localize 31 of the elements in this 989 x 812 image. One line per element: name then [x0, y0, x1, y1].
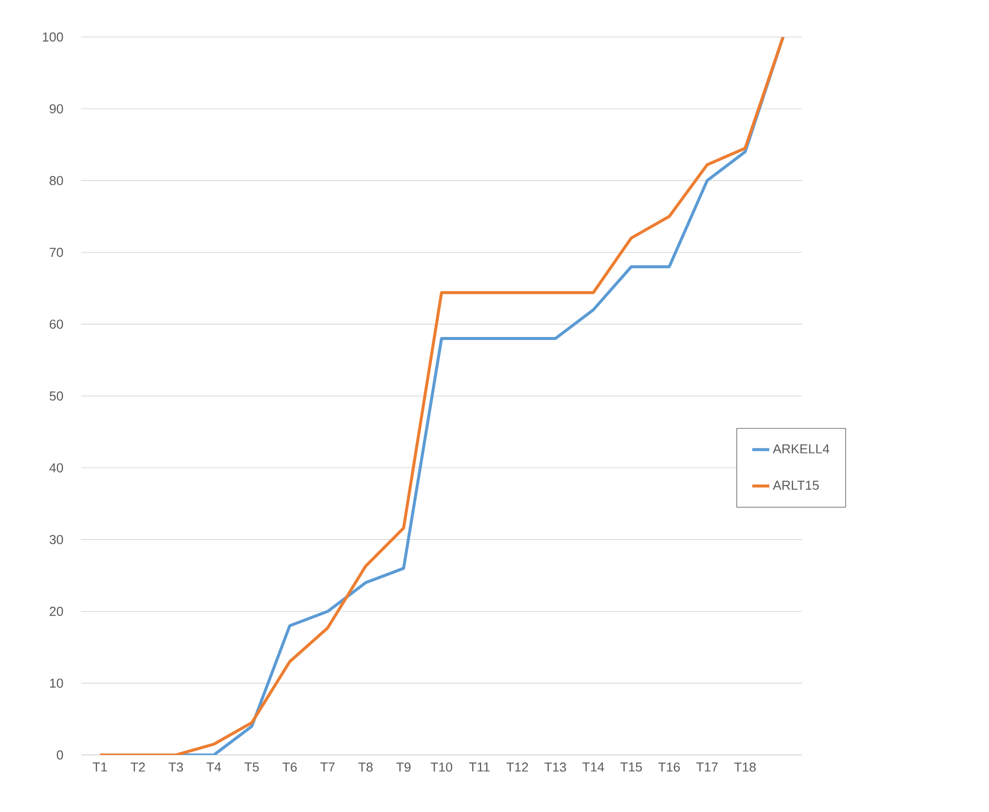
- y-tick-label: 40: [49, 463, 64, 472]
- x-tick-label: T17: [696, 762, 718, 772]
- legend-label: ARKELL4: [772, 444, 830, 454]
- y-tick-label: 90: [50, 104, 64, 114]
- y-tick-label: 0: [56, 750, 64, 760]
- y-tick-label: 10: [50, 678, 64, 688]
- x-tick-label: T6: [282, 762, 297, 772]
- x-tick-label: T2: [130, 762, 145, 772]
- x-tick-label: T16: [658, 762, 680, 772]
- y-tick-label: 80: [50, 176, 64, 186]
- y-tick-label: 70: [50, 248, 64, 257]
- x-tick-label: T11: [469, 762, 490, 772]
- x-tick-label: T15: [620, 762, 642, 772]
- x-tick-label: T7: [320, 762, 335, 772]
- x-tick-label: T18: [734, 762, 756, 772]
- x-tick-label: T13: [544, 762, 566, 772]
- y-tick-label: 100: [42, 32, 64, 42]
- x-tick-label: T8: [358, 762, 373, 772]
- y-tick-label: 50: [50, 391, 64, 401]
- x-tick-label: T1: [92, 762, 107, 772]
- x-tick-label: T3: [168, 762, 183, 772]
- y-tick-label: 20: [50, 606, 64, 616]
- legend-label: ARLT15: [772, 480, 819, 490]
- x-tick-label: T10: [430, 762, 452, 772]
- x-tick-label: T14: [582, 762, 604, 772]
- x-tick-label: T5: [244, 762, 259, 772]
- y-tick-label: 30: [50, 534, 64, 544]
- x-tick-label: T4: [206, 762, 222, 772]
- x-tick-label: T12: [506, 762, 528, 772]
- x-tick-label: T9: [396, 762, 411, 772]
- y-tick-label: 60: [50, 320, 64, 329]
